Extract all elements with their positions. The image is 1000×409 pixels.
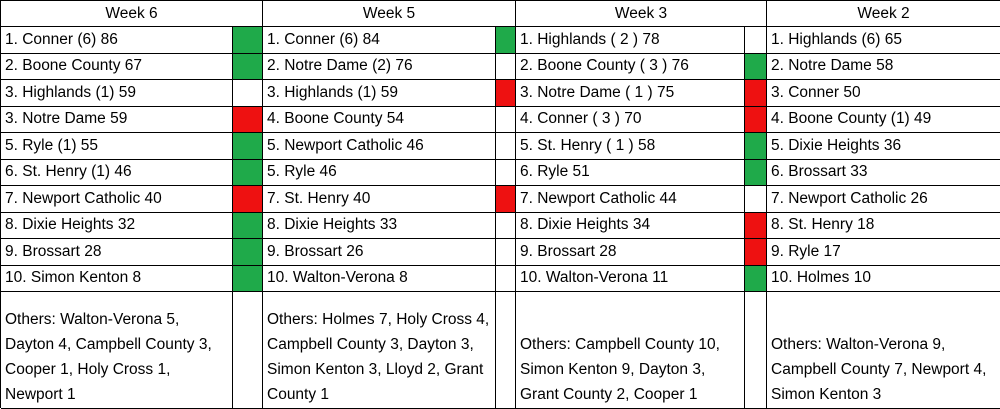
ranking-cell: 2. Notre Dame (2) 76 (263, 53, 496, 80)
ranking-cell: 7. St. Henry 40 (263, 186, 496, 213)
ranking-cell: 5. Newport Catholic 46 (263, 133, 496, 160)
trend-indicator (745, 106, 767, 133)
trend-indicator (745, 27, 767, 54)
ranking-cell: 3. Notre Dame ( 1 ) 75 (516, 80, 745, 107)
trend-indicator (233, 80, 263, 107)
ranking-cell: 5. Ryle 46 (263, 159, 496, 186)
ranking-cell: 5. St. Henry ( 1 ) 58 (516, 133, 745, 160)
trend-indicator (745, 53, 767, 80)
others-cell: Others: Holmes 7, Holy Cross 4, Campbell… (263, 292, 496, 409)
trend-indicator (233, 53, 263, 80)
ranking-cell: 10. Simon Kenton 8 (1, 265, 233, 292)
trend-indicator (745, 239, 767, 266)
ranking-cell: 10. Walton-Verona 11 (516, 265, 745, 292)
ranking-cell: 3. Highlands (1) 59 (1, 80, 233, 107)
ranking-cell: 9. Brossart 26 (263, 239, 496, 266)
trend-indicator (233, 186, 263, 213)
ranking-cell: 2. Notre Dame 58 (767, 54, 1000, 80)
ranking-cell: 9. Brossart 28 (1, 239, 233, 266)
week-header: Week 6 (1, 1, 263, 27)
ranking-cell: 10. Holmes 10 (767, 266, 1000, 292)
ranking-cell: 6. St. Henry (1) 46 (1, 159, 233, 186)
others-cell: Others: Walton-Verona 9, Campbell County… (767, 292, 1000, 409)
trend-indicator (233, 159, 263, 186)
trend-indicator (233, 292, 263, 409)
trend-indicator (233, 133, 263, 160)
ranking-cell: 6. Brossart 33 (767, 160, 1000, 186)
ranking-cell: 7. Newport Catholic 44 (516, 186, 745, 213)
trend-indicator (745, 186, 767, 213)
trend-indicator (496, 159, 516, 186)
week-header: Week 2 (767, 1, 1000, 27)
trend-indicator (233, 239, 263, 266)
trend-indicator (745, 133, 767, 160)
ranking-cell: 1. Conner (6) 86 (1, 27, 233, 54)
ranking-cell: 9. Brossart 28 (516, 239, 745, 266)
others-cell: Others: Walton-Verona 5, Dayton 4, Campb… (1, 292, 233, 409)
ranking-cell: 4. Boone County (1) 49 (767, 107, 1000, 133)
ranking-cell: 2. Boone County ( 3 ) 76 (516, 53, 745, 80)
week-header: Week 3 (516, 1, 767, 27)
trend-indicator (496, 212, 516, 239)
trend-indicator (233, 27, 263, 54)
ranking-cell: 5. Dixie Heights 36 (767, 133, 1000, 160)
trend-indicator (233, 106, 263, 133)
trend-indicator (745, 212, 767, 239)
ranking-cell: 8. Dixie Heights 33 (263, 212, 496, 239)
trend-indicator (496, 106, 516, 133)
ranking-cell: 7. Newport Catholic 26 (767, 186, 1000, 213)
ranking-cell: 4. Conner ( 3 ) 70 (516, 106, 745, 133)
trend-indicator (745, 159, 767, 186)
ranking-cell: 3. Notre Dame 59 (1, 106, 233, 133)
ranking-cell: 8. Dixie Heights 34 (516, 212, 745, 239)
trend-indicator (496, 27, 516, 54)
ranking-cell: 1. Conner (6) 84 (263, 27, 496, 54)
trend-indicator (233, 265, 263, 292)
trend-indicator (496, 133, 516, 160)
trend-indicator (496, 80, 516, 107)
ranking-cell: 8. Dixie Heights 32 (1, 212, 233, 239)
ranking-cell: 2. Boone County 67 (1, 53, 233, 80)
ranking-cell: 4. Boone County 54 (263, 106, 496, 133)
trend-indicator (496, 53, 516, 80)
ranking-cell: 8. St. Henry 18 (767, 213, 1000, 239)
trend-indicator (745, 80, 767, 107)
others-cell: Others: Campbell County 10, Simon Kenton… (516, 292, 745, 409)
trend-indicator (745, 292, 767, 409)
trend-indicator (745, 265, 767, 292)
trend-indicator (233, 212, 263, 239)
ranking-cell: 1. Highlands ( 2 ) 78 (516, 27, 745, 54)
ranking-cell: 3. Conner 50 (767, 80, 1000, 107)
trend-indicator (496, 292, 516, 409)
ranking-cell: 3. Highlands (1) 59 (263, 80, 496, 107)
trend-indicator (496, 239, 516, 266)
week-header: Week 5 (263, 1, 516, 27)
ranking-cell: 1. Highlands (6) 65 (767, 27, 1000, 54)
trend-indicator (496, 186, 516, 213)
trend-indicator (496, 265, 516, 292)
ranking-cell: 5. Ryle (1) 55 (1, 133, 233, 160)
ranking-cell: 7. Newport Catholic 40 (1, 186, 233, 213)
ranking-cell: 6. Ryle 51 (516, 159, 745, 186)
ranking-cell: 9. Ryle 17 (767, 239, 1000, 266)
ranking-cell: 10. Walton-Verona 8 (263, 265, 496, 292)
